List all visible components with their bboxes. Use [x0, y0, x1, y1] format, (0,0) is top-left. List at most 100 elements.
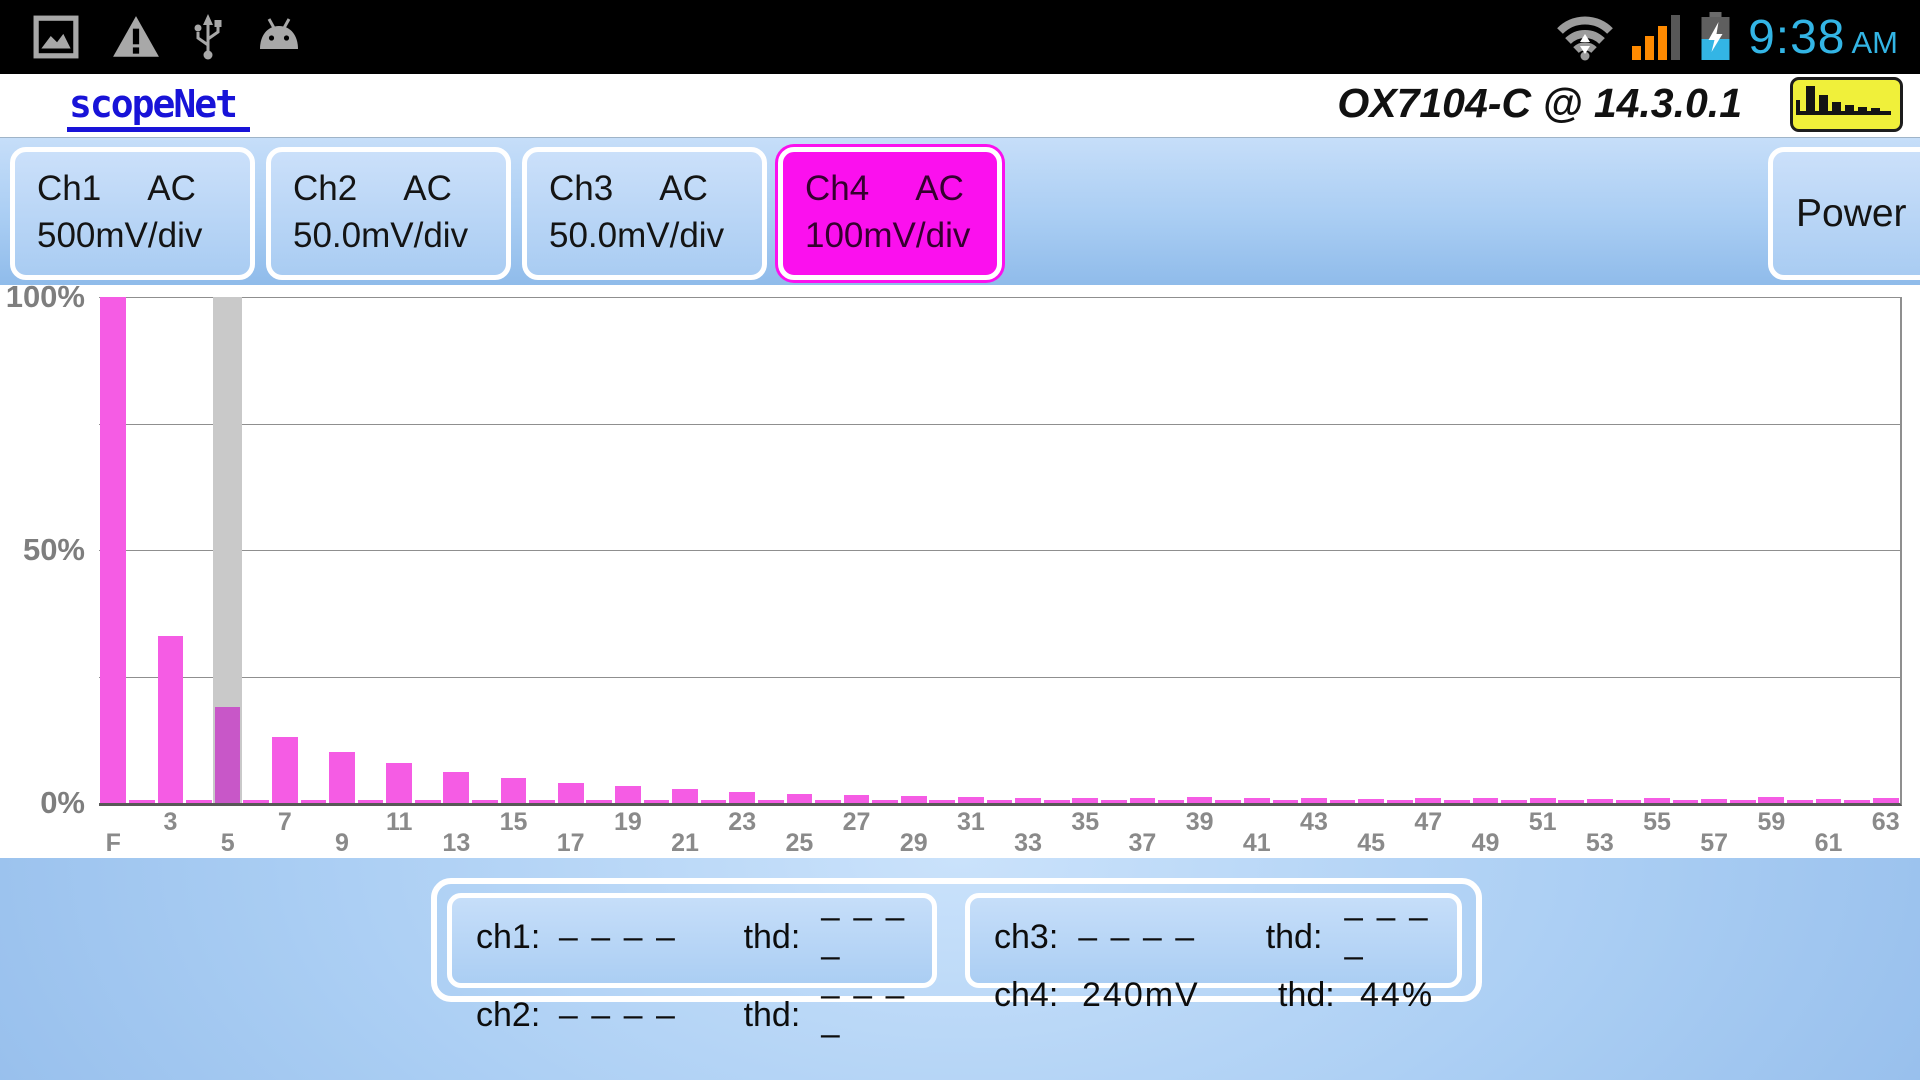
harmonic-bar-50	[1501, 799, 1527, 803]
harmonic-bar-42	[1272, 799, 1299, 803]
ch2-value: – – – –	[558, 995, 677, 1034]
harmonic-bar-52	[1558, 799, 1585, 803]
clock: 9:38 AM	[1748, 10, 1898, 65]
ch1-value: – – – –	[558, 917, 677, 956]
x-axis-labels: F 3 5 7 9 11 13 15 17 19 21 23 25 27 29 31 33 35 37 39 41 43 4…	[99, 806, 1900, 858]
harmonics-histogram-icon[interactable]	[1790, 77, 1903, 132]
status-icons-left	[0, 13, 303, 61]
ch2-button[interactable]: Ch2 AC 50.0mV/div	[266, 147, 511, 280]
harmonic-bar-6	[243, 799, 270, 803]
harmonic-bar-60	[1787, 799, 1813, 803]
harmonic-bar-15	[500, 777, 527, 803]
ch1-thd-label: thd:	[743, 917, 801, 956]
ch3-value: – – – –	[1078, 917, 1197, 956]
harmonic-bar-49	[1472, 798, 1499, 803]
x-tick-63: 63	[1871, 808, 1900, 836]
readout-row-ch3: ch3: – – – – thd: – – – –	[994, 898, 1457, 976]
ch3-thd-label: thd:	[1265, 917, 1323, 956]
x-tick-17: 17	[556, 829, 585, 857]
x-tick-21: 21	[671, 829, 699, 857]
wifi-icon	[1557, 16, 1613, 61]
harmonic-bar-44	[1329, 799, 1356, 803]
harmonic-bar-33	[1015, 797, 1041, 803]
harmonic-bar-9	[329, 752, 355, 803]
harmonic-bar-18	[586, 799, 613, 803]
usb-icon	[194, 14, 222, 60]
readout-row-ch2: ch2: – – – – thd: – – – –	[476, 976, 932, 1054]
signal-icon	[1632, 15, 1681, 60]
ch4-coupling: AC	[915, 169, 964, 208]
power-button[interactable]: Power	[1768, 147, 1920, 280]
ch2-label: ch2:	[476, 995, 541, 1034]
harmonic-bar-3	[157, 636, 184, 803]
clock-ampm: AM	[1851, 24, 1899, 60]
harmonic-bar-10	[357, 799, 384, 803]
app-header: scopeNet OX7104-C @ 14.3.0.1	[0, 74, 1920, 137]
x-tick-53: 53	[1585, 829, 1614, 857]
ch4-thd-value: 44%	[1360, 976, 1435, 1014]
harmonics-chart: 100% 50% 0% F 3 5 7 9 11 13 15 17 19 21 23 25 27 29 31 33 3…	[0, 279, 1920, 858]
gridline-75	[99, 423, 1900, 425]
ch2-thd-value: – – – –	[820, 976, 907, 1053]
harmonic-bar-20	[643, 799, 670, 803]
harmonic-bar-21	[672, 788, 698, 803]
harmonic-bar-37	[1129, 798, 1156, 803]
x-tick-41: 41	[1242, 829, 1271, 857]
harmonic-bar-35	[1072, 797, 1099, 803]
scopenet-logo: scopeNet	[67, 82, 251, 132]
gridline-25	[99, 676, 1900, 678]
x-tick-57: 57	[1700, 829, 1729, 857]
harmonic-bar-32	[986, 799, 1013, 803]
harmonic-bar-53	[1586, 798, 1613, 803]
x-tick-55: 55	[1643, 808, 1671, 836]
screenshot-icon	[33, 15, 79, 59]
harmonic-bar-19	[615, 785, 641, 803]
harmonic-bar-28	[872, 799, 898, 803]
harmonic-bar-41	[1243, 798, 1270, 803]
harmonic-bar-13	[443, 771, 470, 803]
y-axis: 100% 50% 0%	[0, 279, 95, 858]
gridline-50	[99, 550, 1900, 551]
x-tick-49: 49	[1471, 829, 1500, 857]
ch2-scale: 50.0mV/div	[293, 216, 469, 255]
ch4-button[interactable]: Ch4 AC 100mV/div	[778, 147, 1002, 280]
clock-time: 9:38	[1748, 10, 1846, 64]
harmonic-bar-7	[271, 737, 298, 803]
ch3-coupling: AC	[659, 169, 708, 208]
harmonic-bar-48	[1444, 799, 1470, 803]
harmonic-bar-58	[1729, 799, 1756, 803]
ch1-button[interactable]: Ch1 AC 500mV/div	[10, 147, 255, 280]
harmonic-bar-36	[1100, 799, 1127, 803]
ch3-button[interactable]: Ch3 AC 50.0mV/div	[522, 147, 767, 280]
ch4-value: 240mV	[1082, 976, 1200, 1014]
y-tick-0%: 0%	[40, 785, 85, 820]
android-icon	[260, 18, 298, 49]
harmonic-bar-31	[958, 797, 984, 803]
ch2-thd-label: thd:	[743, 995, 801, 1034]
ch1-coupling: AC	[147, 169, 196, 208]
x-tick-23: 23	[728, 808, 757, 836]
readout-row-ch1: ch1: – – – – thd: – – – –	[476, 898, 932, 976]
ch4-label: ch4:	[994, 976, 1059, 1014]
harmonic-bar-63	[1872, 797, 1899, 803]
ch4-thd-label: thd:	[1278, 976, 1335, 1014]
x-tick-31: 31	[957, 808, 985, 836]
channel-button-bar: Ch1 AC 500mV/div Ch2 AC 50.0mV/div Ch3 AC 5…	[0, 137, 1920, 286]
harmonic-bar-23	[729, 791, 756, 803]
ch2-name: Ch2	[293, 169, 358, 208]
harmonic-bar-24	[757, 799, 784, 803]
x-tick-25: 25	[785, 829, 814, 857]
x-tick-59: 59	[1757, 808, 1786, 836]
readout-panel: ch1: – – – – thd: – – – – ch2: – – – – t…	[431, 878, 1482, 1053]
ch3-label: ch3:	[994, 917, 1059, 956]
harmonic-bar-16	[529, 799, 555, 803]
harmonic-bar-38	[1158, 799, 1184, 803]
harmonic-bar-4	[186, 799, 212, 803]
harmonic-bar-51	[1529, 797, 1556, 803]
harmonics-plot[interactable]	[99, 297, 1902, 806]
ch2-coupling: AC	[403, 169, 452, 208]
harmonic-bar-55	[1644, 798, 1670, 803]
harmonic-bar-61	[1815, 799, 1842, 803]
x-tick-51: 51	[1528, 808, 1557, 836]
